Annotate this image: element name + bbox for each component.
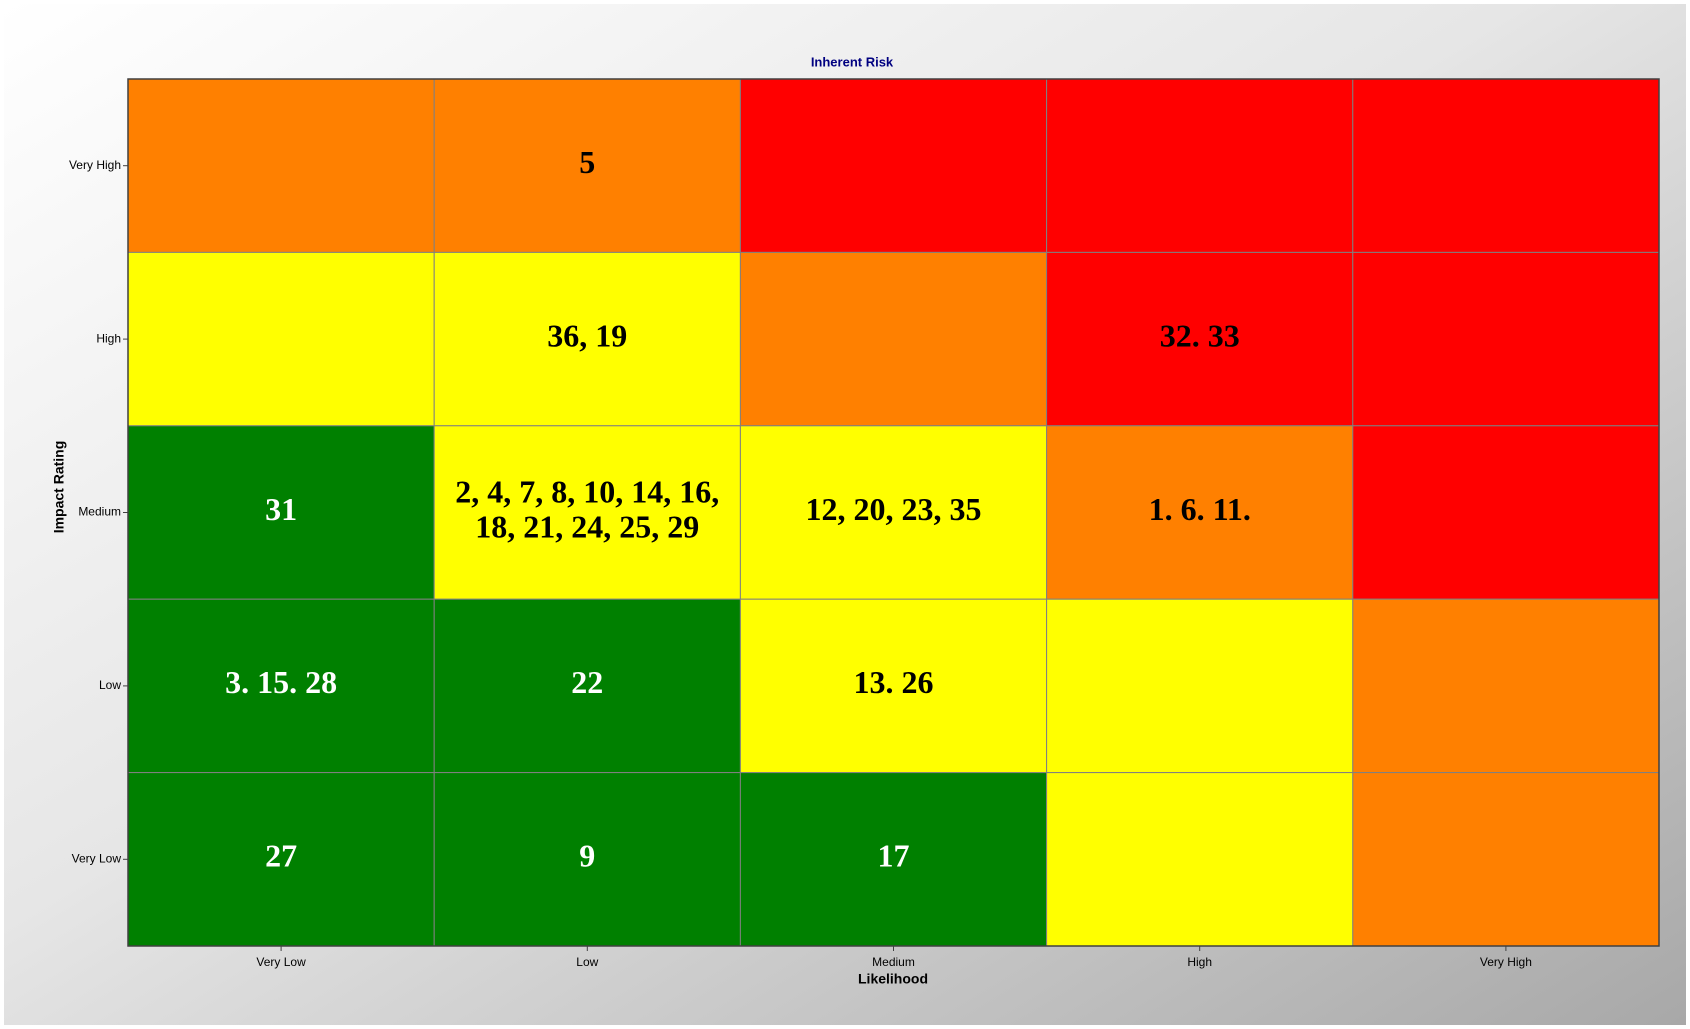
cell-label: 3. 15. 28: [225, 664, 337, 700]
cell-label: 27: [265, 838, 297, 874]
x-tick-label: Very High: [1480, 955, 1532, 969]
y-tick-label: High: [96, 331, 121, 345]
y-axis-label: Impact Rating: [51, 441, 67, 534]
cell-label: 9: [579, 838, 595, 874]
risk-cell: [1352, 772, 1660, 947]
risk-cell: [1352, 78, 1660, 253]
risk-cell: [1046, 598, 1354, 774]
y-tick-label: Very High: [69, 158, 121, 172]
x-tick-label: High: [1187, 955, 1212, 969]
risk-cell: [1352, 425, 1660, 600]
risk-cell: [433, 772, 741, 947]
risk-cell: [739, 251, 1048, 427]
cell-label: 17: [878, 838, 910, 874]
x-tick-label: Very Low: [256, 955, 306, 969]
risk-cell: [1352, 598, 1660, 774]
cell-label: 31: [265, 491, 297, 527]
cell-label: 36, 19: [547, 317, 627, 353]
risk-cell: [739, 598, 1048, 774]
cell-label: 5: [579, 144, 595, 180]
risk-cell: [433, 425, 741, 600]
risk-cell: [1046, 78, 1354, 253]
x-tick-label: Medium: [872, 955, 915, 969]
cell-label: 1. 6. 11.: [1149, 491, 1251, 527]
cell-label: 22: [571, 664, 603, 700]
risk-cell: [1046, 425, 1354, 600]
risk-cell: [739, 425, 1048, 600]
cell-label: 12, 20, 23, 35: [806, 491, 982, 527]
risk-cell: [127, 425, 435, 600]
risk-cell: [127, 772, 435, 947]
y-tick-label: Very Low: [72, 851, 122, 865]
cell-label: 18, 21, 24, 25, 29: [475, 508, 699, 544]
x-tick-label: Low: [576, 955, 598, 969]
risk-cell: [1352, 251, 1660, 427]
risk-cell: [1046, 251, 1354, 427]
risk-cell: [739, 78, 1048, 253]
cell-label: 13. 26: [854, 664, 934, 700]
risk-cell: [739, 772, 1048, 947]
risk-cell: [127, 251, 435, 427]
x-axis-label: Likelihood: [858, 971, 928, 987]
cell-label: 2, 4, 7, 8, 10, 14, 16,: [455, 473, 719, 509]
y-tick-label: Medium: [78, 505, 121, 519]
risk-cell: [127, 78, 435, 253]
risk-cell: [433, 78, 741, 253]
cell-label: 32. 33: [1160, 317, 1240, 353]
y-tick-label: Low: [99, 678, 121, 692]
chart-title: Inherent Risk: [811, 54, 894, 69]
risk-cell: [127, 598, 435, 774]
risk-cell: [1046, 772, 1354, 947]
